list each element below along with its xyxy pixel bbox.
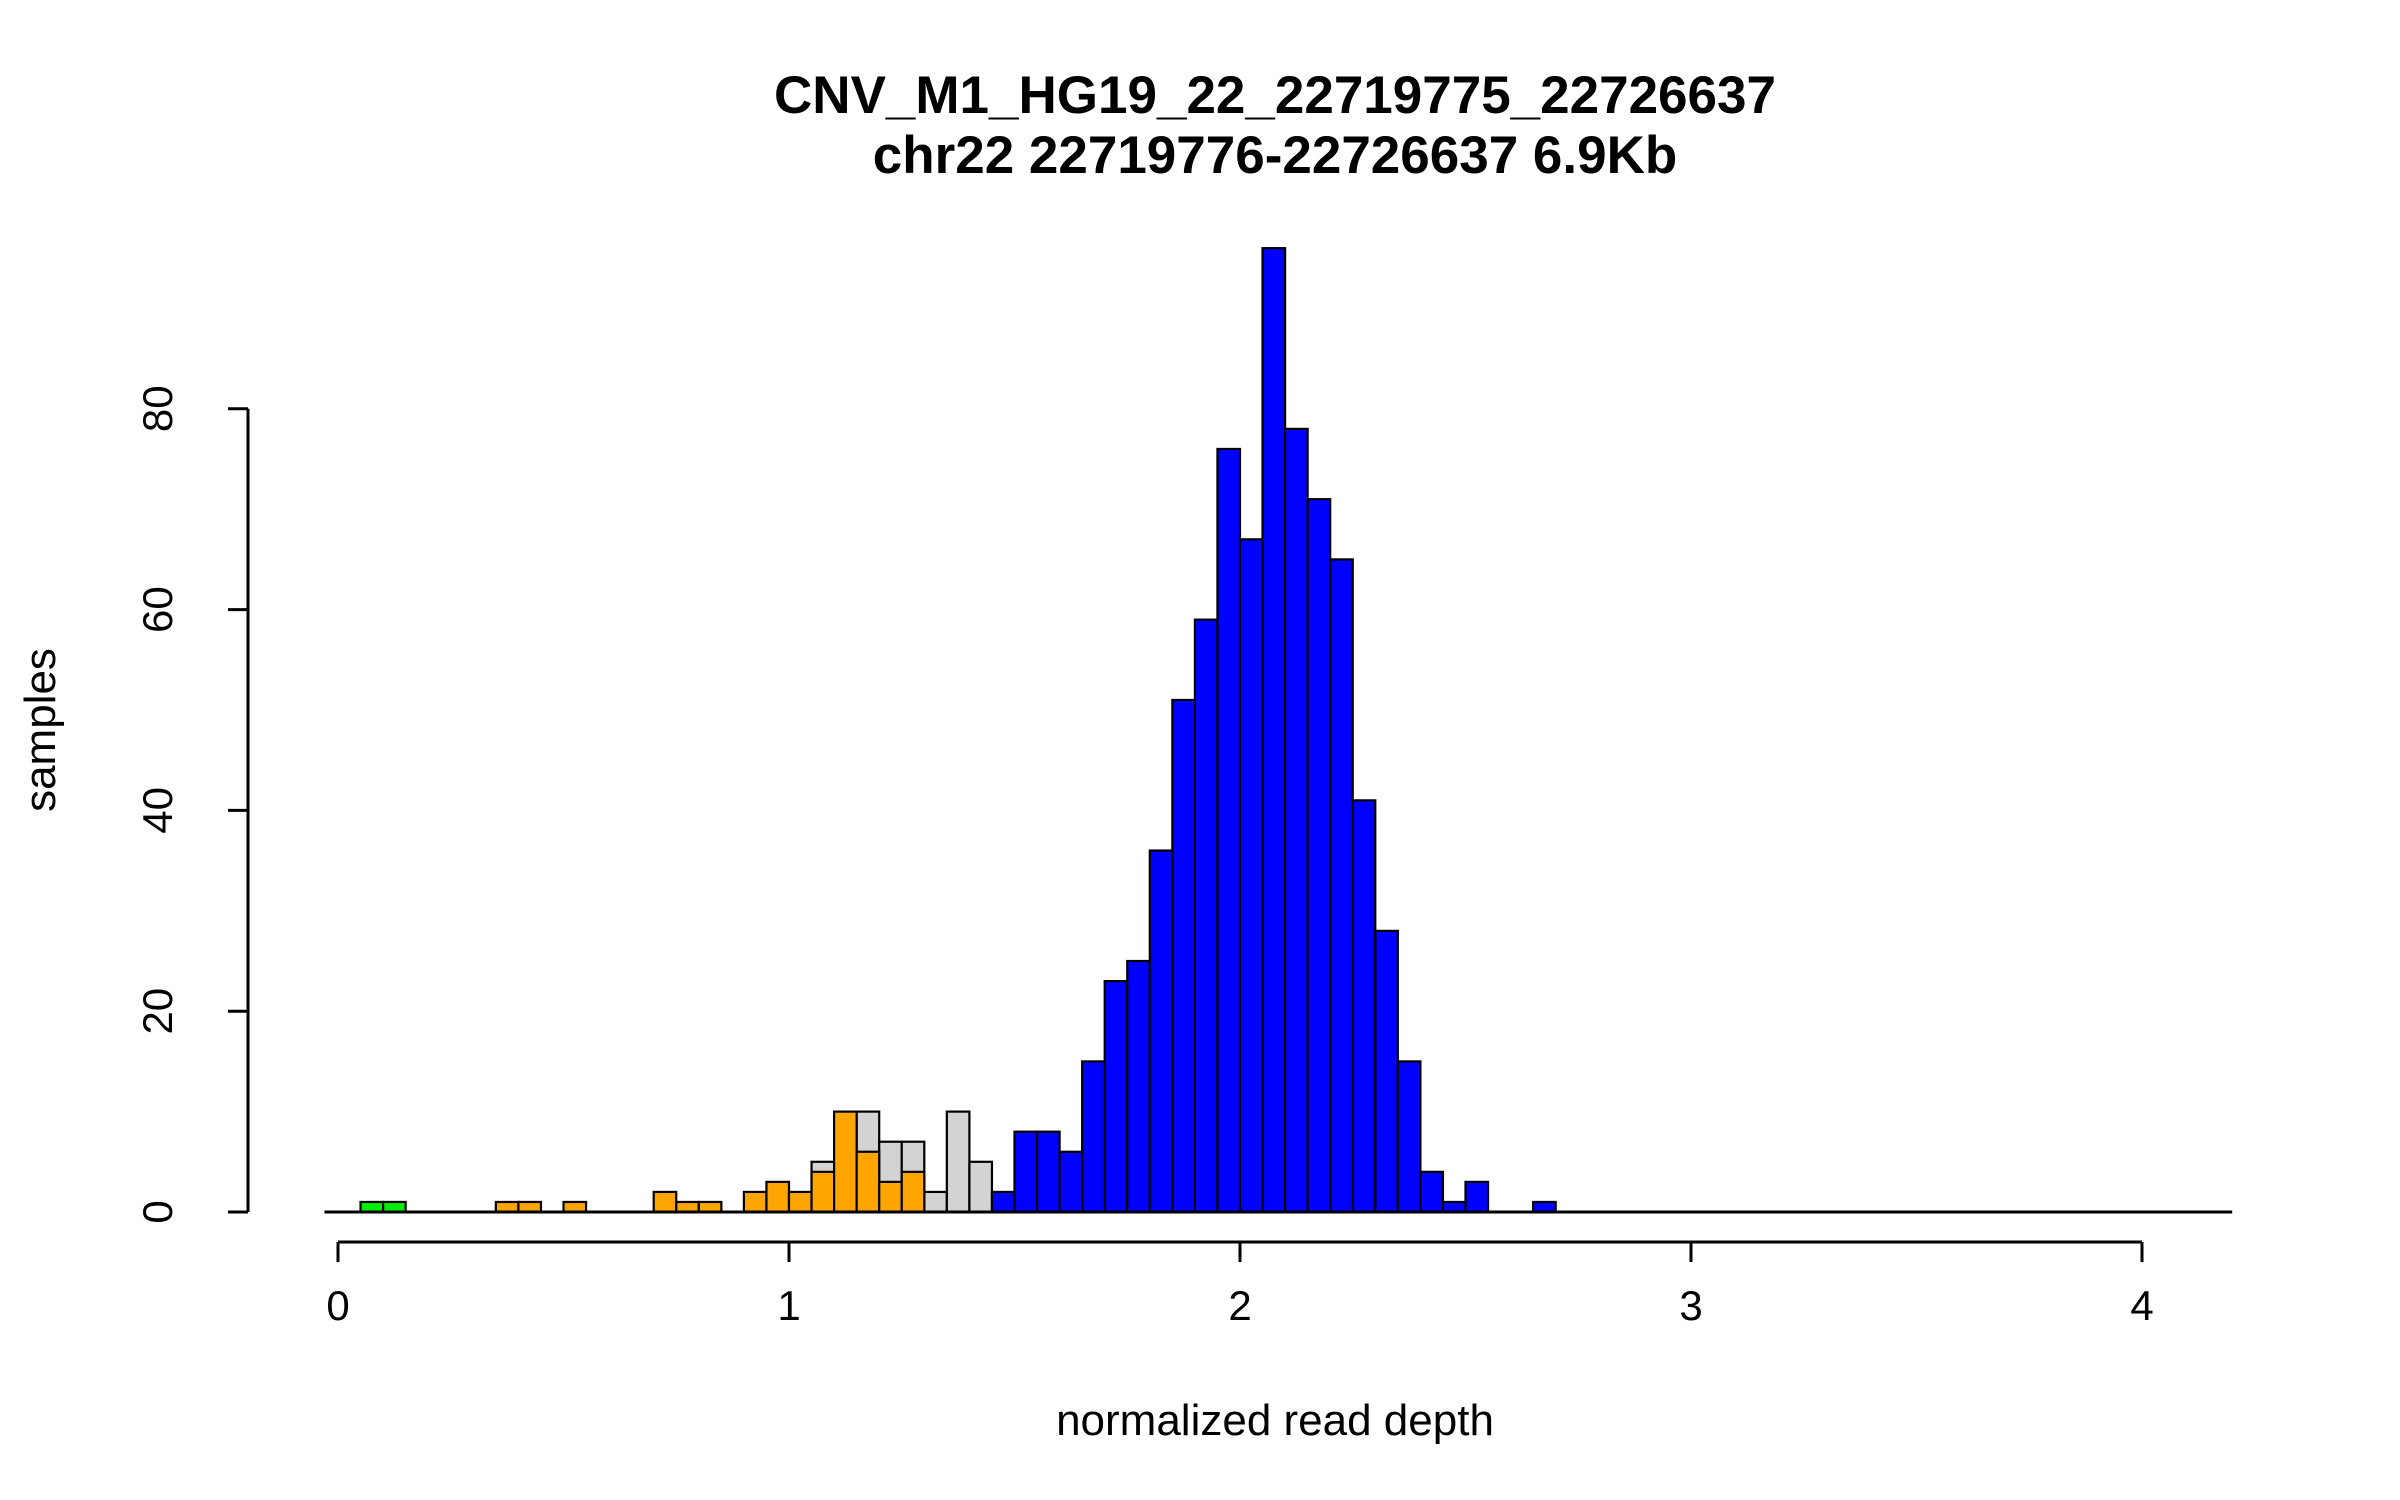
- x-tick-label: 3: [1679, 1282, 1702, 1329]
- histogram-bar: [675, 1200, 700, 1214]
- x-tick-label: 1: [777, 1282, 800, 1329]
- histogram-bar: [1013, 1130, 1039, 1214]
- y-axis-label: samples: [16, 648, 65, 812]
- y-tick-label: 80: [134, 385, 181, 432]
- histogram-bar: [945, 1110, 971, 1214]
- histogram-bar: [1374, 929, 1399, 1214]
- histogram-bar: [990, 1190, 1016, 1214]
- histogram-bars: [359, 247, 1557, 1214]
- histogram-bar: [1238, 538, 1264, 1214]
- histogram-bar: [1193, 618, 1219, 1214]
- histogram-bar: [923, 1190, 948, 1214]
- histogram-bar: [968, 1160, 994, 1214]
- x-tick-label: 0: [326, 1282, 349, 1329]
- histogram-bar: [787, 1190, 813, 1214]
- histogram-bar: [1058, 1150, 1084, 1214]
- histogram-bar: [652, 1190, 678, 1214]
- histogram-bar: [382, 1200, 407, 1214]
- histogram-bar: [1306, 498, 1332, 1214]
- y-tick-label: 20: [134, 988, 181, 1035]
- histogram-bar: [359, 1200, 385, 1214]
- histogram-bar: [562, 1200, 588, 1214]
- histogram-bar: [1396, 1060, 1422, 1214]
- histogram-bar: [878, 1180, 903, 1214]
- histogram-bar: [765, 1180, 791, 1214]
- histogram-bar: [1261, 247, 1287, 1214]
- histogram-bar: [1329, 558, 1354, 1214]
- y-tick-label: 40: [134, 787, 181, 834]
- x-tick-label: 2: [1228, 1282, 1251, 1329]
- histogram-bar: [1126, 959, 1151, 1214]
- histogram-bar: [1081, 1060, 1106, 1214]
- histogram-bar: [900, 1170, 926, 1214]
- histogram-bar: [1419, 1170, 1445, 1214]
- histogram-bar: [1171, 698, 1196, 1214]
- x-tick-label: 4: [2130, 1282, 2153, 1329]
- histogram-bar: [855, 1150, 881, 1214]
- x-axis-label: normalized read depth: [1056, 1396, 1494, 1445]
- histogram-bar: [1035, 1130, 1061, 1214]
- histogram-bar: [1351, 799, 1377, 1214]
- histogram-bar: [810, 1170, 836, 1214]
- histogram-bar: [742, 1190, 768, 1214]
- y-axis-ticks: 0 20 40 60 80: [134, 385, 248, 1224]
- histogram-bar: [494, 1200, 520, 1214]
- histogram-bar: [1283, 427, 1309, 1214]
- chart-title: CNV_M1_HG19_22_22719775_22726637: [774, 66, 1776, 125]
- histogram-bar: [517, 1200, 543, 1214]
- histogram-bar: [1103, 979, 1129, 1214]
- x-axis-ticks: 0 1 2 3 4: [326, 1240, 2154, 1329]
- histogram-bar: [1441, 1200, 1467, 1214]
- histogram-bar: [1532, 1200, 1557, 1214]
- histogram-bar: [1148, 849, 1174, 1214]
- histogram-bar: [1216, 447, 1242, 1214]
- y-tick-label: 0: [134, 1200, 181, 1223]
- histogram-bar: [1464, 1180, 1490, 1214]
- chart-subtitle: chr22 22719776-22726637 6.9Kb: [873, 126, 1677, 185]
- y-tick-label: 60: [134, 586, 181, 633]
- histogram-bar: [832, 1110, 858, 1214]
- histogram-bar: [697, 1200, 723, 1214]
